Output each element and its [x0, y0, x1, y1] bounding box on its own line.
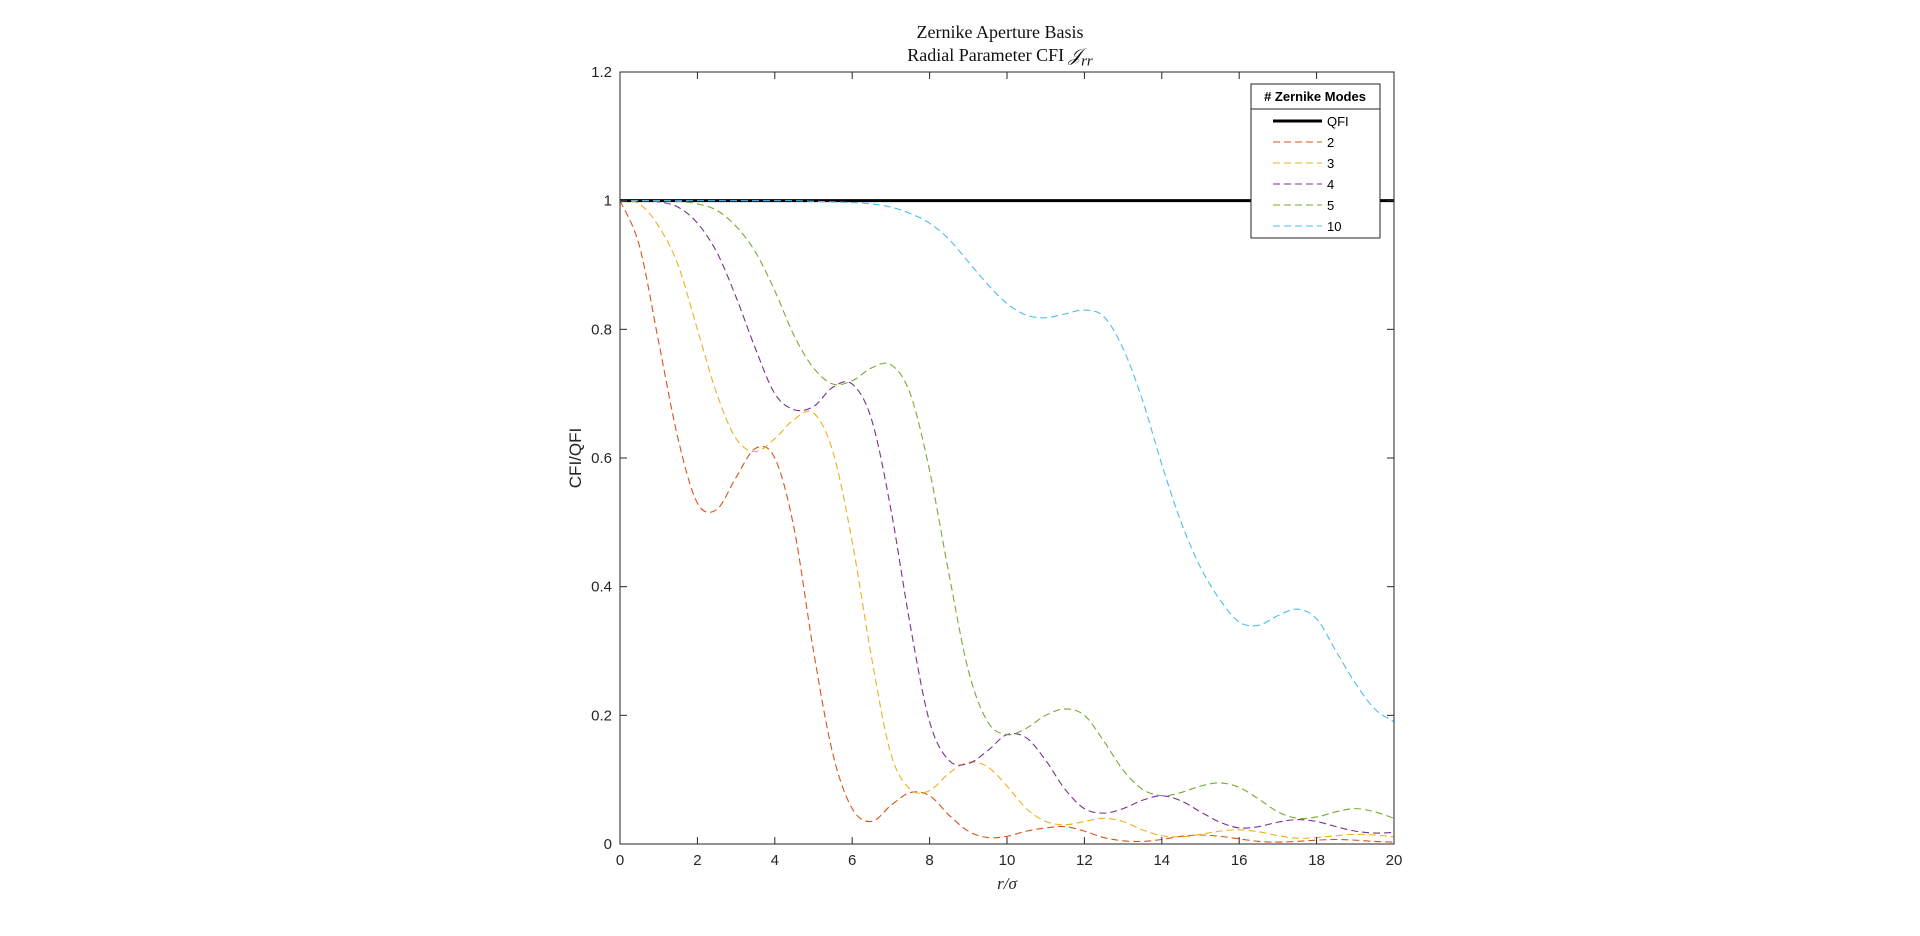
x-axis-label: r/σ [997, 874, 1017, 893]
y-tick-label: 0.8 [591, 321, 612, 338]
x-tick-label: 14 [1153, 852, 1170, 869]
x-tick-label: 4 [771, 852, 779, 869]
x-tick-label: 16 [1231, 852, 1248, 869]
chart-subtitle: Radial Parameter CFI 𝒥rr [500, 45, 1500, 71]
legend-entry-label: 10 [1327, 219, 1341, 234]
y-tick-label: 0.4 [591, 579, 612, 596]
subtitle-prefix: Radial Parameter CFI [907, 45, 1069, 65]
legend-entry-label: 2 [1327, 135, 1334, 150]
legend: # Zernike Modes QFI 2 3 4 5 10 [1250, 83, 1381, 239]
y-tick-label: 0 [604, 836, 612, 853]
subtitle-subscript: rr [1081, 53, 1093, 70]
subtitle-symbol: 𝒥 [1068, 45, 1082, 65]
x-tick-label: 10 [999, 852, 1016, 869]
x-tick-label: 6 [848, 852, 856, 869]
legend-box [1250, 83, 1381, 239]
y-tick-label: 0.6 [591, 450, 612, 467]
legend-entry-label: 4 [1327, 177, 1334, 192]
legend-entry-label: 5 [1327, 198, 1334, 213]
series-line-2 [619, 200, 1395, 843]
y-tick-label: 0.2 [591, 707, 612, 724]
legend-entries: QFI 2 3 4 5 10 [1273, 114, 1349, 234]
x-tick-label: 12 [1076, 852, 1093, 869]
x-tick-label: 20 [1386, 852, 1403, 869]
tick-layer: 0 2 4 6 8 10 12 14 16 18 20 0 0.2 0.4 0.6 0.8 1 1.2 [591, 64, 1402, 869]
series-line-3 [619, 200, 1395, 839]
chart-title: Zernike Aperture Basis [916, 22, 1084, 42]
y-axis-label: CFI/QFI [566, 428, 585, 488]
x-tick-label: 18 [1308, 852, 1325, 869]
legend-entry-label: QFI [1327, 114, 1349, 129]
series-line-4 [619, 200, 1395, 834]
x-tick-label: 2 [693, 852, 701, 869]
x-tick-label: 8 [925, 852, 933, 869]
x-tick-label: 0 [616, 852, 624, 869]
y-tick-label: 1.2 [591, 64, 612, 81]
series-line-5 [620, 200, 1395, 820]
y-tick-label: 1 [604, 193, 612, 210]
legend-entry-label: 3 [1327, 156, 1334, 171]
legend-title: # Zernike Modes [1264, 89, 1366, 104]
